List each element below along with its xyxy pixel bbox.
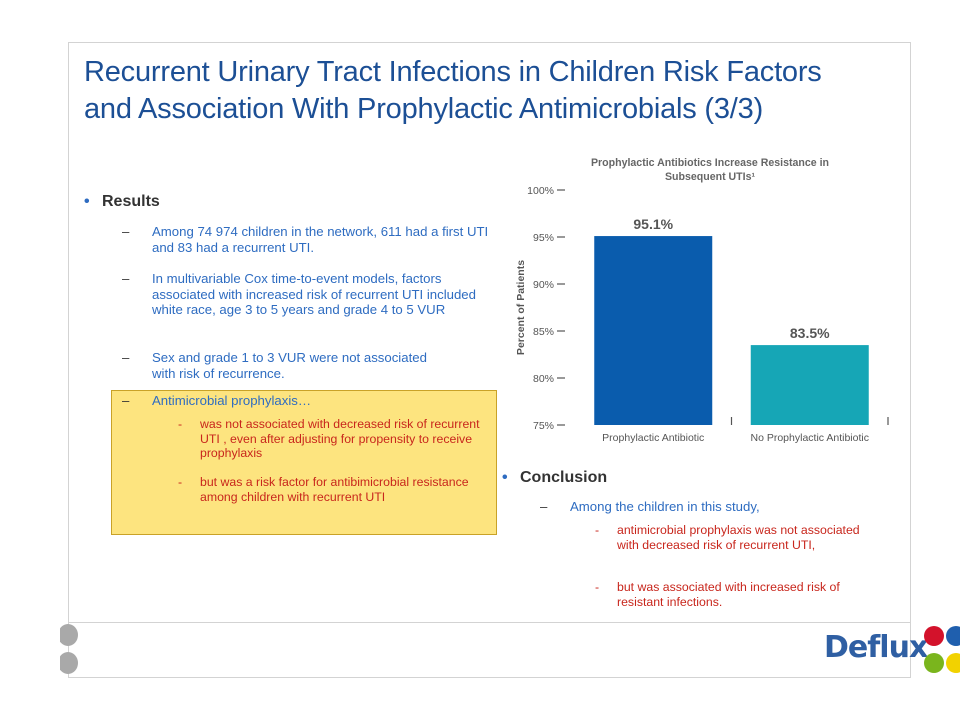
results-item-1: – Among 74 974 children in the network, 6…	[122, 224, 497, 255]
logo-dot-green	[924, 653, 944, 673]
slide-frame	[68, 42, 911, 678]
results-heading: • Results	[84, 193, 160, 211]
edge-disc-top	[60, 624, 78, 646]
bar-value-label: 95.1%	[633, 216, 673, 232]
logo-text: Deflux	[824, 630, 928, 665]
conclusion-point-2-text: but was associated with increased risk o…	[617, 580, 840, 609]
highlight-point-1: - was not associated with decreased risk …	[178, 417, 498, 461]
conclusion-point-1: - antimicrobial prophylaxis was not assoc…	[595, 523, 867, 552]
y-tick-label: 95%	[533, 232, 554, 244]
x-tick-label: Prophylactic Antibiotic	[602, 432, 704, 444]
conclusion-lead: – Among the children in this study,	[540, 499, 870, 515]
logo-dot-blue	[946, 626, 960, 646]
bar-value-label: 83.5%	[790, 325, 830, 341]
bar	[750, 345, 869, 425]
results-item-1-text: Among 74 974 children in the network, 61…	[152, 224, 489, 255]
bar-chart: Percent of Patients 100% 95% 90% 85% 80% 75% 95…	[515, 185, 889, 444]
results-item-3-text: Sex and grade 1 to 3 VUR were not associ…	[152, 350, 427, 381]
logo-dot-red	[924, 626, 944, 646]
x-tick-label: No Prophylactic Antibiotic	[751, 432, 869, 444]
conclusion-lead-text: Among the children in this study,	[570, 499, 760, 514]
conclusion-heading: • Conclusion	[502, 469, 607, 487]
conclusion-point-2: - but was associated with increased risk …	[595, 580, 867, 609]
results-item-2-text: In multivariable Cox time-to-event model…	[152, 271, 476, 317]
conclusion-point-1-text: antimicrobial prophylaxis was not associ…	[617, 523, 860, 552]
y-tick-label: 75%	[533, 420, 554, 432]
y-tick-label: 85%	[533, 326, 554, 338]
edge-disc-bottom	[60, 652, 78, 674]
edge-discs	[60, 624, 78, 674]
y-tick-label: 100%	[527, 185, 554, 197]
highlight-point-2-text: but was a risk factor for antibimicrobia…	[200, 475, 469, 504]
y-tick-label: 90%	[533, 279, 554, 291]
highlight-point-1-text: was not associated with decreased risk o…	[200, 417, 480, 461]
dash-icon: -	[595, 580, 600, 594]
results-item-3: – Sex and grade 1 to 3 VUR were not assoc…	[122, 350, 452, 381]
dash-icon: –	[540, 499, 548, 514]
conclusion-heading-label: Conclusion	[520, 469, 608, 486]
bullet-icon: •	[502, 469, 508, 486]
chart-title: Prophylactic Antibiotics Increase Resist…	[590, 157, 830, 183]
dash-icon: -	[178, 475, 183, 489]
highlight-lead: – Antimicrobial prophylaxis…	[122, 393, 482, 409]
dash-icon: -	[178, 417, 183, 431]
highlight-lead-text: Antimicrobial prophylaxis…	[152, 393, 312, 408]
highlight-box	[111, 390, 497, 535]
results-heading-label: Results	[102, 193, 160, 210]
y-tick-label: 80%	[533, 373, 554, 385]
footer-divider	[68, 622, 911, 623]
logo-dot-yellow	[946, 653, 960, 673]
dash-icon: –	[122, 224, 130, 239]
highlight-point-2: - but was a risk factor for antibimicrobi…	[178, 475, 490, 504]
dash-icon: -	[595, 523, 600, 537]
deflux-logo: Deflux™	[824, 630, 935, 665]
y-axis-label: Percent of Patients	[515, 260, 527, 355]
dash-icon: –	[122, 350, 130, 365]
bar	[594, 236, 713, 425]
slide-title: Recurrent Urinary Tract Infections in Ch…	[84, 56, 822, 125]
results-item-2: – In multivariable Cox time-to-event mode…	[122, 271, 497, 318]
logo-dots	[924, 626, 960, 673]
dash-icon: –	[122, 271, 130, 286]
bullet-icon: •	[84, 193, 90, 210]
dash-icon: –	[122, 393, 130, 408]
